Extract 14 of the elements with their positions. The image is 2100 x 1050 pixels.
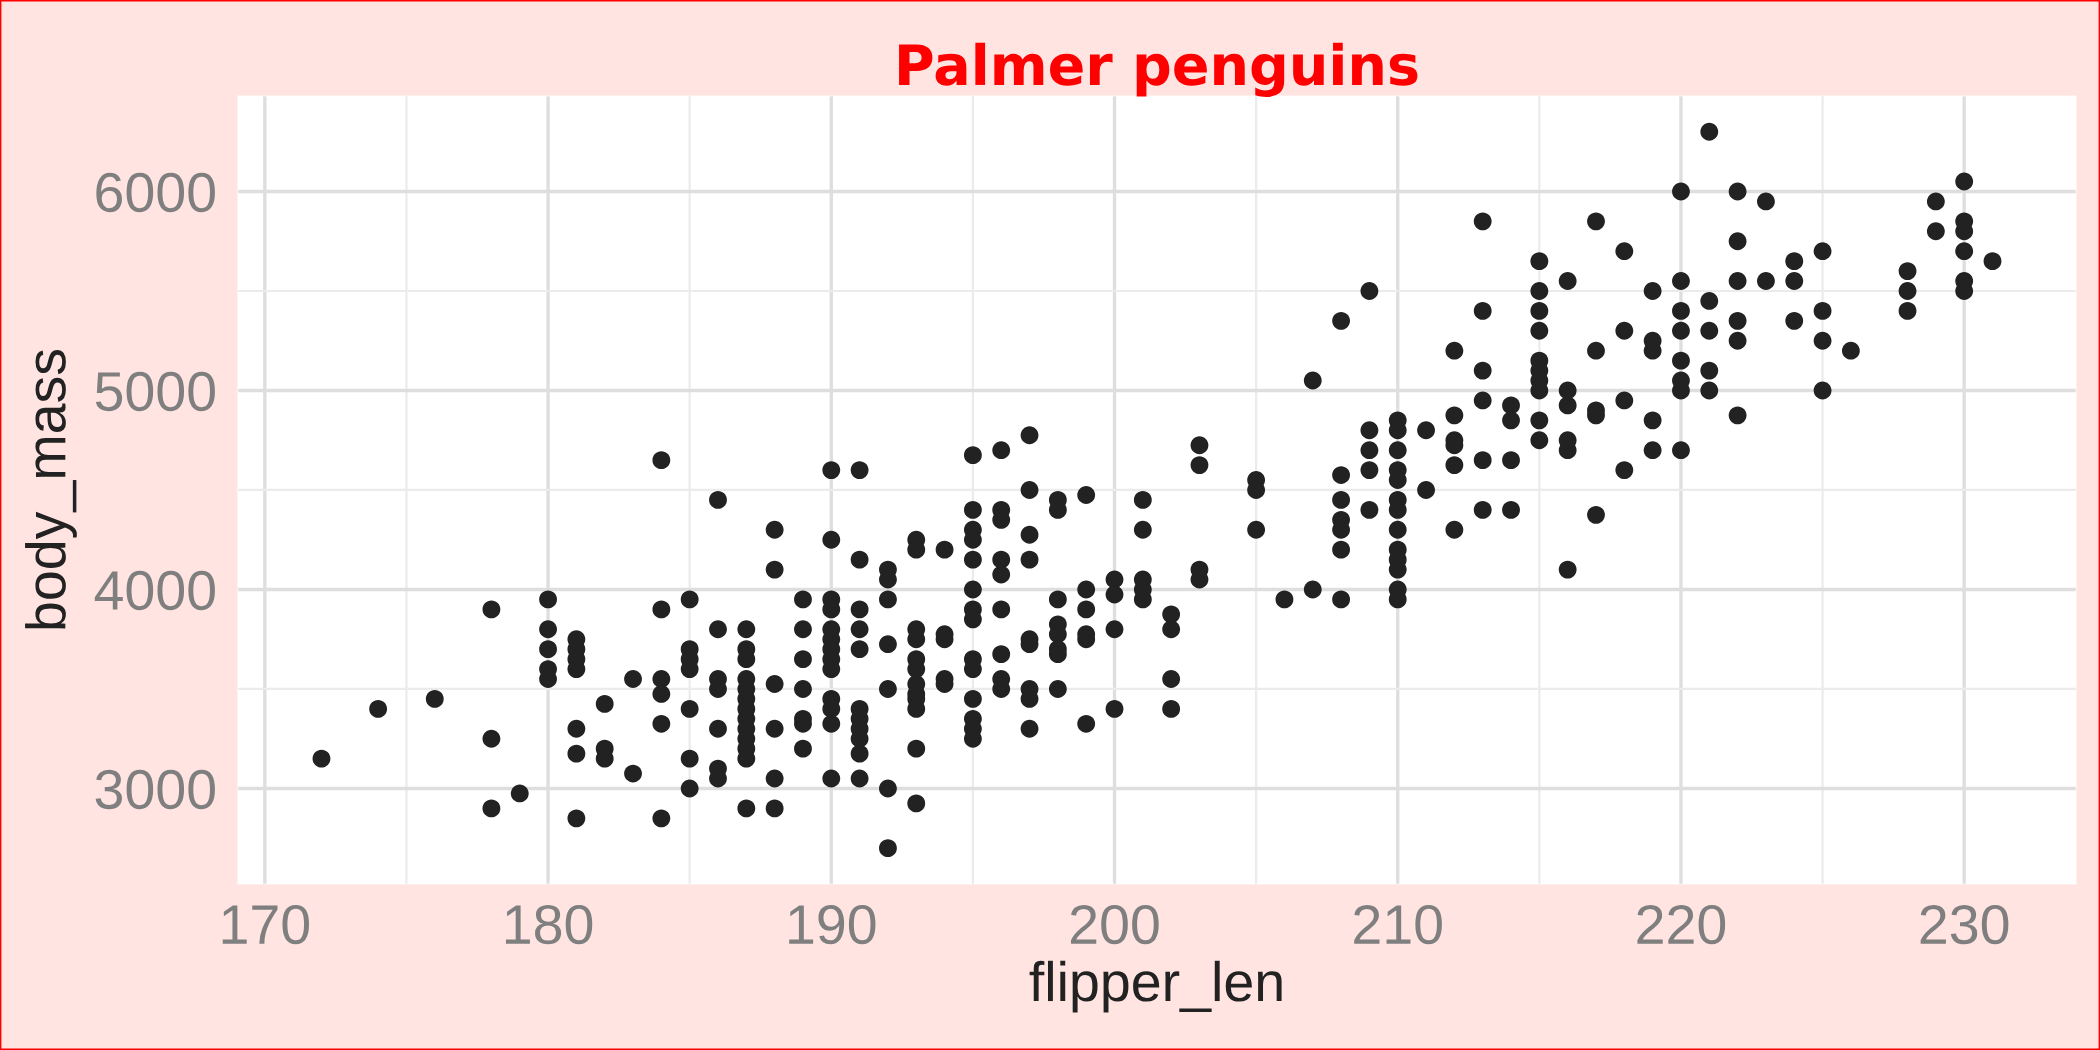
chart-title: Palmer penguins: [899, 42, 1418, 97]
x-tick-label: 200: [1070, 904, 1159, 945]
x-tick-label: 220: [1637, 904, 1726, 945]
y-tick-label: 5000: [95, 371, 215, 412]
x-tick-label: 170: [222, 904, 310, 945]
x-tick-label: 190: [789, 904, 876, 945]
x-tick-label: 210: [1354, 904, 1442, 945]
x-tick-label: 230: [1920, 904, 2009, 945]
x-axis-title: flipper_len: [1029, 960, 1282, 1013]
y-tick-label: 3000: [95, 769, 215, 810]
y-tick-label: 6000: [96, 172, 215, 213]
x-tick-label: 180: [505, 904, 593, 945]
y-tick-label: 4000: [94, 570, 215, 611]
y-axis-title: body_mass: [25, 349, 77, 629]
